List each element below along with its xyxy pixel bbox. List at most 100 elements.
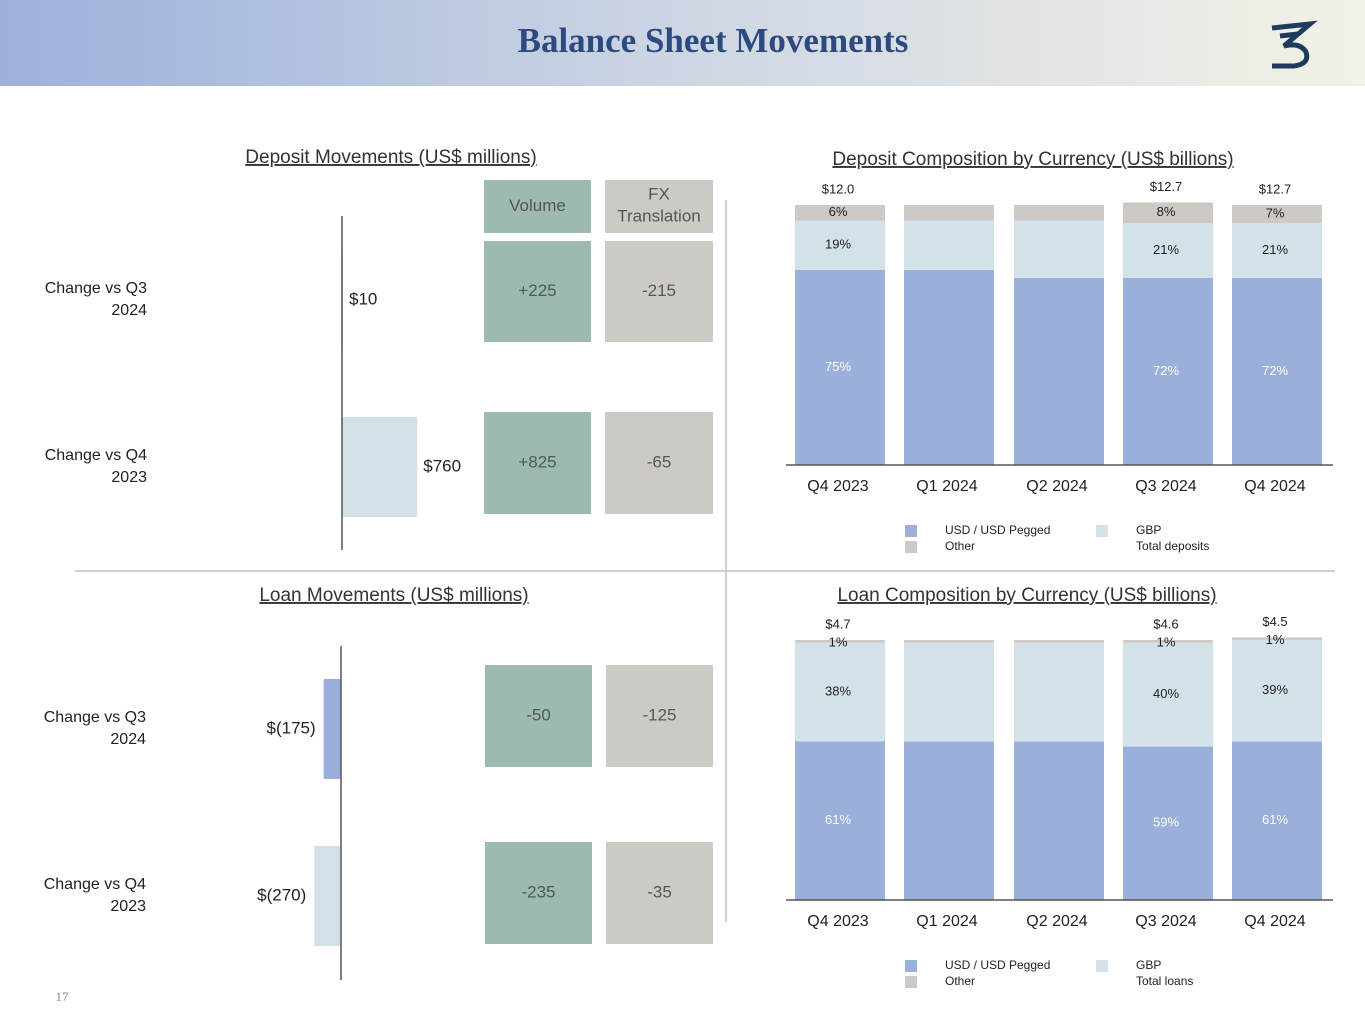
bar-segment (1014, 640, 1104, 643)
segment-label: 59% (1153, 815, 1179, 830)
category-label: Change vs Q4 2023 (45, 447, 147, 486)
x-tick-label: Q3 2024 (1135, 913, 1196, 930)
segment-label: 7% (1266, 206, 1285, 221)
total-label: $12.7 (1150, 179, 1183, 194)
x-tick-label: Q1 2024 (916, 913, 977, 930)
bar (323, 679, 341, 779)
legend-label: Total loans (1136, 974, 1193, 988)
legend-swatch (1096, 525, 1108, 537)
bar (342, 417, 418, 517)
table-header: Volume (509, 196, 566, 215)
bar-segment (1232, 640, 1322, 742)
x-tick-label: Q4 2023 (807, 913, 868, 930)
legend-swatch (905, 541, 917, 553)
bar-segment (795, 642, 885, 742)
legend-label: Other (945, 974, 975, 988)
header-band (0, 0, 1365, 86)
table-cell (606, 665, 713, 767)
chart-title: Deposit Composition by Currency (US$ bil… (832, 149, 1233, 170)
x-tick-label: Q4 2024 (1244, 478, 1305, 495)
page-number: 17 (56, 989, 70, 1004)
table-header-cell (605, 180, 713, 233)
logo (1271, 20, 1318, 69)
table-cell (606, 842, 713, 944)
bar-segment (1123, 746, 1213, 900)
legend-label: USD / USD Pegged (945, 523, 1050, 537)
bar-segment (1123, 202, 1213, 224)
bar-segment (1123, 223, 1213, 278)
segment-label: 1% (829, 634, 848, 649)
legend-swatch (1096, 960, 1108, 972)
table-cell-text: -35 (647, 882, 672, 901)
segment-label: 38% (825, 683, 851, 698)
legend-swatch (905, 976, 917, 988)
table-cell (484, 412, 591, 514)
chart-title: Deposit Movements (US$ millions) (245, 147, 536, 168)
segment-label: 61% (825, 812, 851, 827)
total-label: $4.5 (1262, 614, 1287, 629)
table-cell-text: -65 (647, 452, 672, 471)
table-cell-text: -215 (642, 281, 676, 300)
total-label: $12.0 (822, 181, 855, 196)
legend-label: Total deposits (1136, 539, 1209, 553)
category-label: Change vs Q3 2024 (44, 709, 146, 748)
segment-label: 1% (1266, 632, 1285, 647)
bar-segment (1232, 277, 1322, 465)
segment-label: 39% (1262, 682, 1288, 697)
segment-label: 72% (1153, 363, 1179, 378)
bar-segment (1014, 277, 1104, 465)
table-cell (484, 241, 591, 342)
legend-label: USD / USD Pegged (945, 958, 1050, 972)
total-label: $12.7 (1259, 181, 1292, 196)
table-cell (605, 241, 713, 342)
x-tick-label: Q1 2024 (916, 478, 977, 495)
bar-segment (1014, 741, 1104, 900)
category-label: Change vs Q4 2023 (44, 876, 146, 915)
bar (314, 846, 341, 946)
bar-segment (904, 741, 994, 900)
segment-label: 6% (829, 204, 848, 219)
legend-swatch (905, 525, 917, 537)
bar-segment (1123, 640, 1213, 643)
table-header: FX Translation (617, 185, 700, 226)
segment-label: 40% (1153, 686, 1179, 701)
bar-segment (904, 270, 994, 465)
bar-segment (1123, 277, 1213, 465)
bar-segment (1232, 741, 1322, 900)
bar-segment (1232, 223, 1322, 278)
table-cell-text: -50 (526, 705, 551, 724)
total-label: $4.6 (1153, 616, 1178, 631)
bar-segment (1014, 220, 1104, 278)
table-cell (485, 665, 592, 767)
chart-title: Loan Movements (US$ millions) (259, 585, 528, 606)
x-tick-label: Q2 2024 (1026, 478, 1087, 495)
bar-segment (904, 640, 994, 643)
bar-segment (904, 220, 994, 270)
table-header-cell (484, 180, 591, 233)
x-tick-label: Q4 2024 (1244, 913, 1305, 930)
segment-label: 8% (1157, 204, 1176, 219)
bar-segment (795, 220, 885, 270)
bar-segment (795, 640, 885, 643)
total-label: $4.7 (825, 616, 850, 631)
segment-label: 61% (1262, 812, 1288, 827)
data-label: $(175) (267, 718, 316, 737)
segment-label: 21% (1153, 242, 1179, 257)
table-cell (485, 842, 592, 944)
table-cell-text: -235 (521, 882, 555, 901)
legend-label: GBP (1136, 523, 1161, 537)
bar-segment (795, 270, 885, 465)
data-label: $760 (423, 456, 461, 475)
bar-segment (795, 205, 885, 221)
legend-label: Other (945, 539, 975, 553)
x-tick-label: Q3 2024 (1135, 478, 1196, 495)
table-cell-text: +225 (518, 281, 556, 300)
category-label: Change vs Q3 2024 (45, 280, 147, 319)
bar-segment (1014, 642, 1104, 742)
table-cell-text: +825 (518, 452, 556, 471)
bar-segment (904, 205, 994, 221)
bar-segment (1123, 642, 1213, 747)
segment-label: 21% (1262, 242, 1288, 257)
bar-segment (1232, 637, 1322, 640)
